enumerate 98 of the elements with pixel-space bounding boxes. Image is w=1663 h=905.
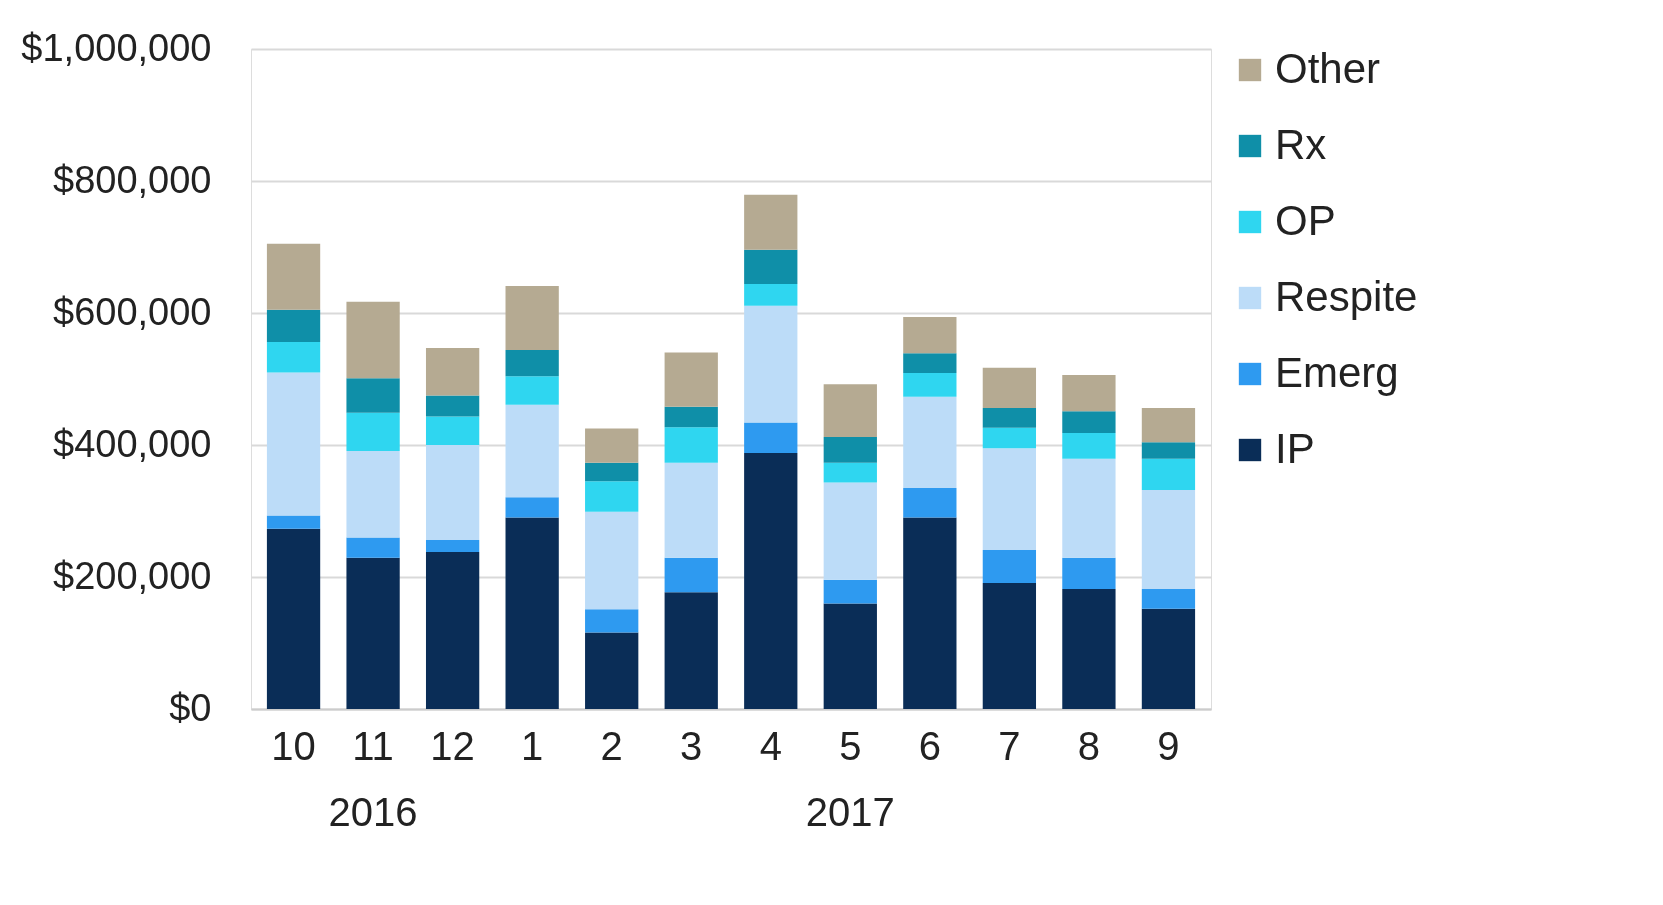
bar [1141,458,1196,490]
bar [903,353,957,374]
text: 2017 [805,790,895,834]
bar [664,462,718,558]
bar [266,243,321,310]
bar [266,528,321,709]
bar [505,285,559,350]
bar [346,557,400,709]
bar [1141,588,1196,609]
bar [982,582,1037,709]
bar [1062,557,1116,589]
y-tick-label: $400,000 [53,422,212,465]
bar [346,378,400,413]
x-tick-label: 4 [759,723,782,768]
y-tick-label: $200,000 [53,554,212,597]
bar [823,603,877,709]
bar [744,305,798,423]
legend-label: IP [1275,425,1315,472]
bar [744,452,798,709]
x-tick-label: 12 [430,723,475,768]
bar [744,249,798,284]
bar [425,540,480,552]
x-tick-label: 8 [1077,723,1101,768]
bar [585,481,639,512]
bar [1141,608,1196,709]
bar [1141,489,1196,589]
bar [823,437,877,463]
x-tick-label: 5 [839,723,862,768]
bar [664,557,718,593]
x-tick-label: 1 [521,723,544,768]
bar [266,515,321,529]
bar [982,408,1037,428]
legend-label: Emerg [1275,349,1399,396]
bar [1062,588,1116,709]
bar [505,517,559,709]
legend-label: Other [1275,45,1381,92]
bar [266,309,321,343]
bar [585,632,639,709]
bar [903,373,957,397]
bar [982,367,1037,409]
bar [425,395,480,417]
bar [346,450,400,538]
bar [823,462,877,483]
bar [425,347,480,396]
x-tick-label: 10 [271,723,316,768]
x-tick-label: 11 [352,723,394,768]
bar [346,412,400,451]
x-tick-label: 7 [998,723,1021,768]
bar [266,342,321,373]
y-tick-label: $800,000 [53,158,212,201]
y-tick-label: $1,000,000 [21,26,212,69]
bar [585,609,639,633]
bar [266,372,321,516]
legend-label: OP [1275,197,1336,244]
x-tick-label: 6 [918,723,941,768]
bar [1141,408,1196,443]
bar [903,517,957,709]
y-tick-label: $0 [169,686,212,729]
bar [903,316,957,354]
x-tick-label: 3 [680,723,703,768]
bar [425,416,480,445]
bar [1141,442,1196,459]
x-tick-label: 9 [1157,723,1180,768]
bar [664,592,718,709]
legend-label: Rx [1275,121,1327,168]
bar [585,462,639,482]
bar [982,448,1037,550]
bar [346,537,400,558]
bar [585,511,639,610]
bar [1062,411,1116,434]
bar [903,396,957,488]
bar [982,427,1037,449]
bar [1062,458,1116,558]
bar [425,445,480,541]
y-tick-label: $600,000 [53,290,212,333]
bar [585,428,639,463]
bar [744,283,798,306]
bar [982,549,1037,583]
bar [903,487,957,518]
bar [823,384,877,438]
bar [744,422,798,453]
bar [1062,375,1116,412]
text: 2016 [328,790,418,834]
bar [425,551,480,709]
x-tick-label: 2 [600,723,623,768]
bar [1062,433,1116,459]
bar [505,349,559,377]
bar [664,352,718,407]
bar [823,579,877,604]
bar [744,194,798,250]
bar [346,301,400,379]
bar [823,482,877,580]
bar [505,497,559,518]
bar [505,404,559,498]
bar [664,427,718,463]
bar [505,376,559,405]
legend-label: Respite [1275,273,1418,320]
bar [664,406,718,428]
